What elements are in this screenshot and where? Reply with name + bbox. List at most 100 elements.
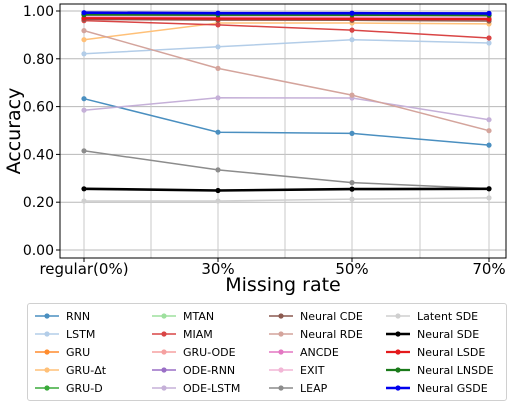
legend-swatch — [269, 313, 293, 319]
data-point — [486, 35, 492, 41]
data-point — [486, 117, 492, 123]
series-neural-sde — [81, 186, 492, 194]
y-tick-label: 0.40 — [23, 147, 54, 163]
x-axis-label: Missing rate — [225, 274, 340, 296]
data-point — [81, 107, 87, 113]
data-point — [486, 16, 492, 22]
legend-label: EXIT — [300, 363, 325, 377]
data-point — [486, 10, 492, 16]
series-line — [83, 11, 490, 15]
legend-swatch — [152, 313, 176, 319]
legend-label: LEAP — [300, 381, 328, 395]
legend-item: Latent SDE — [385, 307, 502, 325]
data-point — [349, 130, 355, 136]
data-point — [81, 15, 87, 21]
legend-item: GRU — [34, 343, 151, 361]
legend-label: ODE-RNN — [183, 363, 236, 377]
series-neural-rde — [81, 28, 492, 134]
series-line — [83, 13, 490, 17]
data-point — [81, 198, 87, 204]
data-point — [215, 44, 221, 50]
legend-swatch — [152, 349, 176, 355]
legend-label: LSTM — [66, 327, 96, 341]
legend-label: MIAM — [183, 327, 213, 341]
legend-label: MTAN — [183, 309, 215, 323]
line-chart: 0.00 0.20 0.40 0.60 0.80 1.00 regular(0%) 30% 5… — [3, 3, 507, 296]
legend-item: Neural CDE — [268, 307, 385, 325]
legend-label: ANCDE — [300, 345, 339, 359]
legend-swatch — [386, 367, 410, 373]
legend-item: Neural LNSDE — [385, 361, 502, 379]
y-axis-label: Accuracy — [3, 88, 25, 175]
x-tick-label: 30% — [201, 260, 234, 278]
data-point — [349, 37, 355, 43]
y-tick-label: 0.00 — [23, 243, 54, 259]
data-point — [349, 196, 355, 202]
legend-label: Neural SDE — [417, 327, 480, 341]
legend-item: MTAN — [151, 307, 268, 325]
legend-swatch — [269, 385, 293, 391]
legend-item: Neural GSDE — [385, 379, 502, 397]
legend-item: Neural SDE — [385, 325, 502, 343]
x-axis-ticks: regular(0%) 30% 50% 70% — [39, 258, 506, 278]
data-point — [486, 186, 492, 192]
data-point — [349, 10, 355, 16]
legend-label: GRU — [66, 345, 91, 359]
legend-swatch — [152, 331, 176, 337]
data-point — [81, 186, 87, 192]
data-point — [349, 92, 355, 98]
legend-label: Neural LSDE — [417, 345, 486, 359]
x-tick-label: 50% — [335, 260, 368, 278]
series-line — [83, 150, 490, 190]
data-point — [215, 129, 221, 135]
legend-item: GRU-Δt — [34, 361, 151, 379]
data-point — [486, 128, 492, 134]
series-rnn — [81, 96, 492, 148]
data-point — [349, 186, 355, 192]
series-line — [83, 97, 490, 146]
data-point — [215, 16, 221, 22]
series-line — [83, 18, 490, 22]
series-line — [83, 17, 490, 21]
legend-item: EXIT — [268, 361, 385, 379]
legend-label: Neural LNSDE — [417, 363, 494, 377]
legend-swatch — [152, 367, 176, 373]
data-point — [349, 27, 355, 33]
legend-label: GRU-ODE — [183, 345, 236, 359]
data-point — [81, 10, 87, 16]
legend-item: ODE-LSTM — [151, 379, 268, 397]
y-axis-ticks: 0.00 0.20 0.40 0.60 0.80 1.00 — [23, 4, 60, 259]
legend-swatch — [35, 349, 59, 355]
legend-swatch — [152, 385, 176, 391]
legend-item: LEAP — [268, 379, 385, 397]
legend-label: Neural RDE — [300, 327, 363, 341]
series-line — [83, 187, 490, 192]
data-point — [81, 148, 87, 154]
legend-item: RNN — [34, 307, 151, 325]
series-line — [83, 38, 490, 55]
data-point — [349, 180, 355, 186]
series-line — [83, 97, 490, 121]
legend-item: GRU-D — [34, 379, 151, 397]
data-point — [349, 16, 355, 22]
series-gru-t — [81, 20, 492, 43]
legend-label: RNN — [66, 309, 91, 323]
data-point — [215, 198, 221, 204]
legend-swatch — [386, 331, 410, 337]
legend-swatch — [386, 349, 410, 355]
legend-item: GRU-ODE — [151, 343, 268, 361]
legend-item: ODE-RNN — [151, 361, 268, 379]
data-point — [81, 37, 87, 43]
legend-item: MIAM — [151, 325, 268, 343]
data-point — [81, 51, 87, 57]
x-tick-label: 70% — [472, 260, 505, 278]
y-tick-label: 1.00 — [23, 4, 54, 20]
data-point — [486, 142, 492, 148]
data-point — [215, 22, 221, 28]
legend-item: LSTM — [34, 325, 151, 343]
data-point — [215, 65, 221, 71]
series-neural-gsde — [81, 10, 492, 16]
legend-item: Neural RDE — [268, 325, 385, 343]
legend: RNN LSTM GRU GRU-Δt GRU-D MTAN MIAM GRU-ODE ODE-… — [27, 303, 507, 401]
legend-swatch — [269, 331, 293, 337]
